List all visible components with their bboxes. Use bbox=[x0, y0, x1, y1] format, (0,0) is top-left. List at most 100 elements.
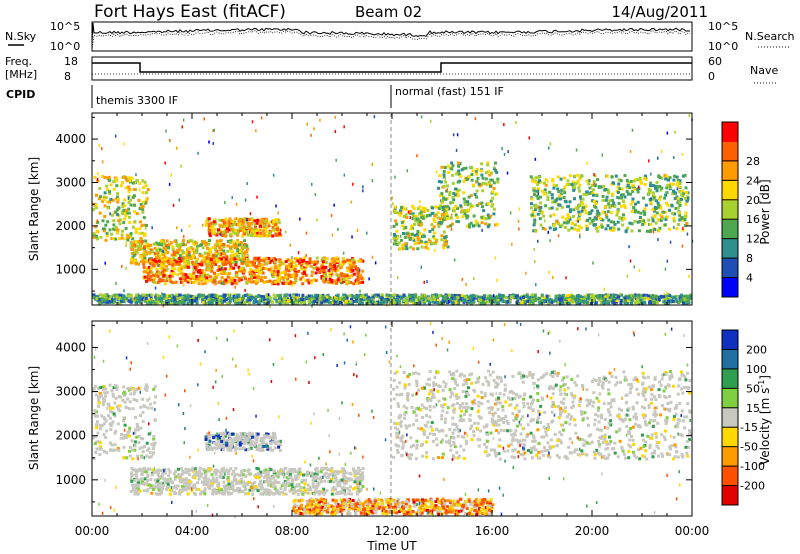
echo-cell bbox=[222, 249, 226, 253]
echo-cell bbox=[606, 188, 610, 192]
station-title: Fort Hays East (fitACF) bbox=[94, 2, 286, 22]
echo-cell bbox=[541, 189, 544, 193]
echo-cell bbox=[284, 282, 288, 286]
echo-cell bbox=[94, 203, 98, 207]
echo-cell bbox=[601, 194, 605, 198]
echo-cell bbox=[140, 437, 143, 441]
echo-cell bbox=[262, 295, 265, 299]
echo-cell bbox=[684, 196, 687, 200]
echo-cell bbox=[460, 293, 464, 297]
echo-cell bbox=[103, 391, 107, 395]
echo-cell bbox=[181, 243, 185, 247]
echo-cell bbox=[138, 207, 142, 211]
echo-cell bbox=[457, 188, 461, 192]
echo-cell bbox=[653, 205, 657, 209]
echo-cell bbox=[642, 293, 646, 297]
echo-cell bbox=[202, 223, 204, 227]
echo-cell bbox=[244, 277, 247, 281]
echo-cell bbox=[168, 242, 172, 246]
echo-cell bbox=[666, 291, 668, 295]
echo-cell bbox=[129, 245, 133, 249]
echo-cell bbox=[437, 301, 441, 305]
echo-cell bbox=[674, 191, 677, 195]
echo-cell bbox=[307, 294, 311, 298]
echo-cell bbox=[446, 205, 450, 209]
echo-cell bbox=[652, 215, 656, 219]
echo-cell bbox=[145, 293, 149, 297]
freq-panel bbox=[91, 56, 693, 81]
echo-cell bbox=[432, 235, 436, 239]
echo-cell bbox=[303, 490, 307, 494]
echo-cell bbox=[456, 220, 460, 224]
echo-cell bbox=[374, 293, 378, 297]
echo-cell bbox=[271, 226, 275, 229]
echo-cell bbox=[433, 237, 437, 241]
echo-cell bbox=[239, 267, 243, 271]
echo-cell bbox=[165, 485, 169, 489]
echo-cell bbox=[562, 196, 566, 199]
echo-cell bbox=[402, 215, 406, 218]
echo-cell bbox=[170, 274, 174, 278]
echo-cell bbox=[563, 226, 567, 229]
echo-cell bbox=[164, 161, 166, 165]
echo-cell bbox=[333, 267, 337, 271]
echo-cell bbox=[512, 296, 516, 300]
echo-cell bbox=[233, 220, 237, 224]
echo-cell bbox=[194, 297, 198, 300]
echo-cell bbox=[174, 263, 178, 266]
echo-cell bbox=[653, 300, 657, 304]
echo-cell bbox=[345, 273, 349, 277]
echo-cell bbox=[583, 208, 587, 212]
echo-cell bbox=[351, 258, 355, 262]
echo-cell bbox=[262, 259, 266, 263]
echo-cell bbox=[480, 162, 484, 166]
echo-cell bbox=[631, 128, 634, 132]
echo-cell bbox=[656, 301, 659, 305]
echo-cell bbox=[201, 258, 205, 262]
echo-cell bbox=[638, 176, 642, 180]
echo-cell bbox=[333, 264, 337, 268]
echo-cell bbox=[224, 217, 228, 221]
echo-cell bbox=[142, 252, 146, 256]
echo-cell bbox=[451, 164, 455, 168]
echo-cell bbox=[102, 450, 106, 454]
echo-cell bbox=[311, 304, 313, 308]
echo-cell bbox=[165, 268, 169, 271]
echo-cell bbox=[125, 296, 129, 300]
echo-cell bbox=[133, 390, 137, 393]
echo-cell bbox=[664, 177, 668, 181]
echo-cell bbox=[362, 185, 364, 189]
echo-cell bbox=[572, 188, 576, 192]
echo-cell bbox=[538, 205, 540, 209]
echo-cell bbox=[183, 294, 187, 298]
echo-cell bbox=[365, 299, 369, 303]
echo-cell bbox=[142, 246, 146, 250]
echo-cell bbox=[267, 469, 271, 473]
echo-cell bbox=[645, 293, 649, 297]
echo-cell bbox=[367, 301, 371, 305]
echo-cell bbox=[509, 211, 512, 215]
echo-cell bbox=[636, 299, 640, 303]
echo-cell bbox=[600, 185, 603, 189]
echo-cell bbox=[213, 278, 217, 282]
echo-cell bbox=[291, 295, 295, 298]
echo-cell bbox=[620, 193, 623, 197]
echo-cell bbox=[334, 476, 338, 480]
echo-cell bbox=[651, 219, 655, 223]
echo-cell bbox=[187, 253, 191, 257]
echo-cell bbox=[643, 221, 646, 225]
echo-cell bbox=[145, 279, 148, 283]
echo-cell bbox=[207, 258, 211, 262]
echo-cell bbox=[468, 223, 472, 227]
echo-cell bbox=[147, 455, 151, 459]
echo-cell bbox=[591, 293, 595, 297]
echo-cell bbox=[118, 296, 122, 300]
echo-cell bbox=[336, 294, 339, 298]
echo-cell bbox=[153, 301, 157, 305]
echo-cell bbox=[249, 234, 253, 237]
echo-cell bbox=[440, 192, 444, 196]
echo-cell bbox=[277, 211, 279, 215]
echo-cell bbox=[165, 264, 169, 268]
echo-cell bbox=[547, 230, 549, 234]
echo-cell bbox=[571, 215, 575, 218]
